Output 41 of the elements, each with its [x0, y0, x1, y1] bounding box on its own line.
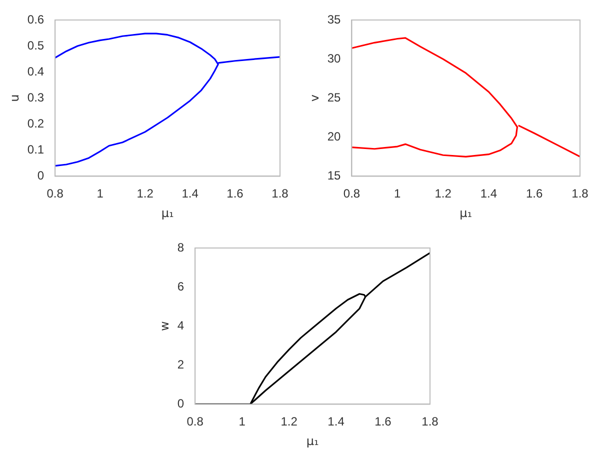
y-axis-title: u: [7, 94, 22, 102]
y-tick-label: 20: [327, 129, 342, 144]
y-tick-label: 0: [37, 168, 44, 183]
y-tick-label: 0.5: [27, 38, 44, 52]
y-tick-label: 25: [327, 90, 342, 104]
x-tick-label: 1.8: [572, 186, 589, 201]
x-tick-label: 1.6: [374, 414, 392, 429]
y-tick-label: 0.4: [27, 64, 44, 78]
x-axis-title: μ₁: [306, 434, 319, 448]
y-tick-label: 4: [177, 318, 184, 332]
y-tick-label: 15: [327, 168, 342, 183]
x-tick-label: 0.8: [46, 186, 64, 201]
y-tick-label: 0: [177, 396, 184, 411]
x-tick-label: 1.2: [434, 186, 452, 201]
y-tick-label: 35: [327, 12, 342, 26]
x-tick-label: 1.2: [280, 414, 298, 429]
y-tick-label: 30: [327, 51, 342, 66]
x-tick-label: 1: [238, 414, 246, 429]
x-tick-label: 0.8: [186, 414, 204, 429]
x-axis-title: μ₁: [161, 206, 174, 220]
x-tick-label: 1: [394, 186, 402, 201]
y-tick-label: 0.6: [27, 12, 44, 26]
x-tick-label: 1.6: [526, 186, 544, 201]
x-tick-label: 1: [96, 186, 104, 201]
x-tick-label: 1.2: [136, 186, 154, 201]
x-axis-title: μ₁: [460, 206, 472, 220]
x-tick-label: 1.8: [272, 186, 289, 201]
y-axis-title: w: [157, 321, 172, 332]
x-tick-label: 1.6: [226, 186, 244, 201]
y-tick-label: 0.3: [27, 90, 44, 104]
y-tick-label: 2: [177, 357, 184, 372]
y-axis-title: v: [307, 94, 322, 102]
y-tick-label: 8: [177, 240, 184, 254]
x-tick-label: 1.4: [182, 186, 199, 201]
x-tick-label: 0.8: [343, 186, 360, 201]
x-tick-label: 1.4: [480, 186, 498, 201]
y-tick-label: 0.2: [27, 116, 44, 130]
y-tick-label: 6: [177, 279, 184, 294]
x-tick-label: 1.8: [422, 414, 439, 429]
y-tick-label: 0.1: [27, 142, 44, 156]
x-tick-label: 1.4: [328, 414, 345, 429]
